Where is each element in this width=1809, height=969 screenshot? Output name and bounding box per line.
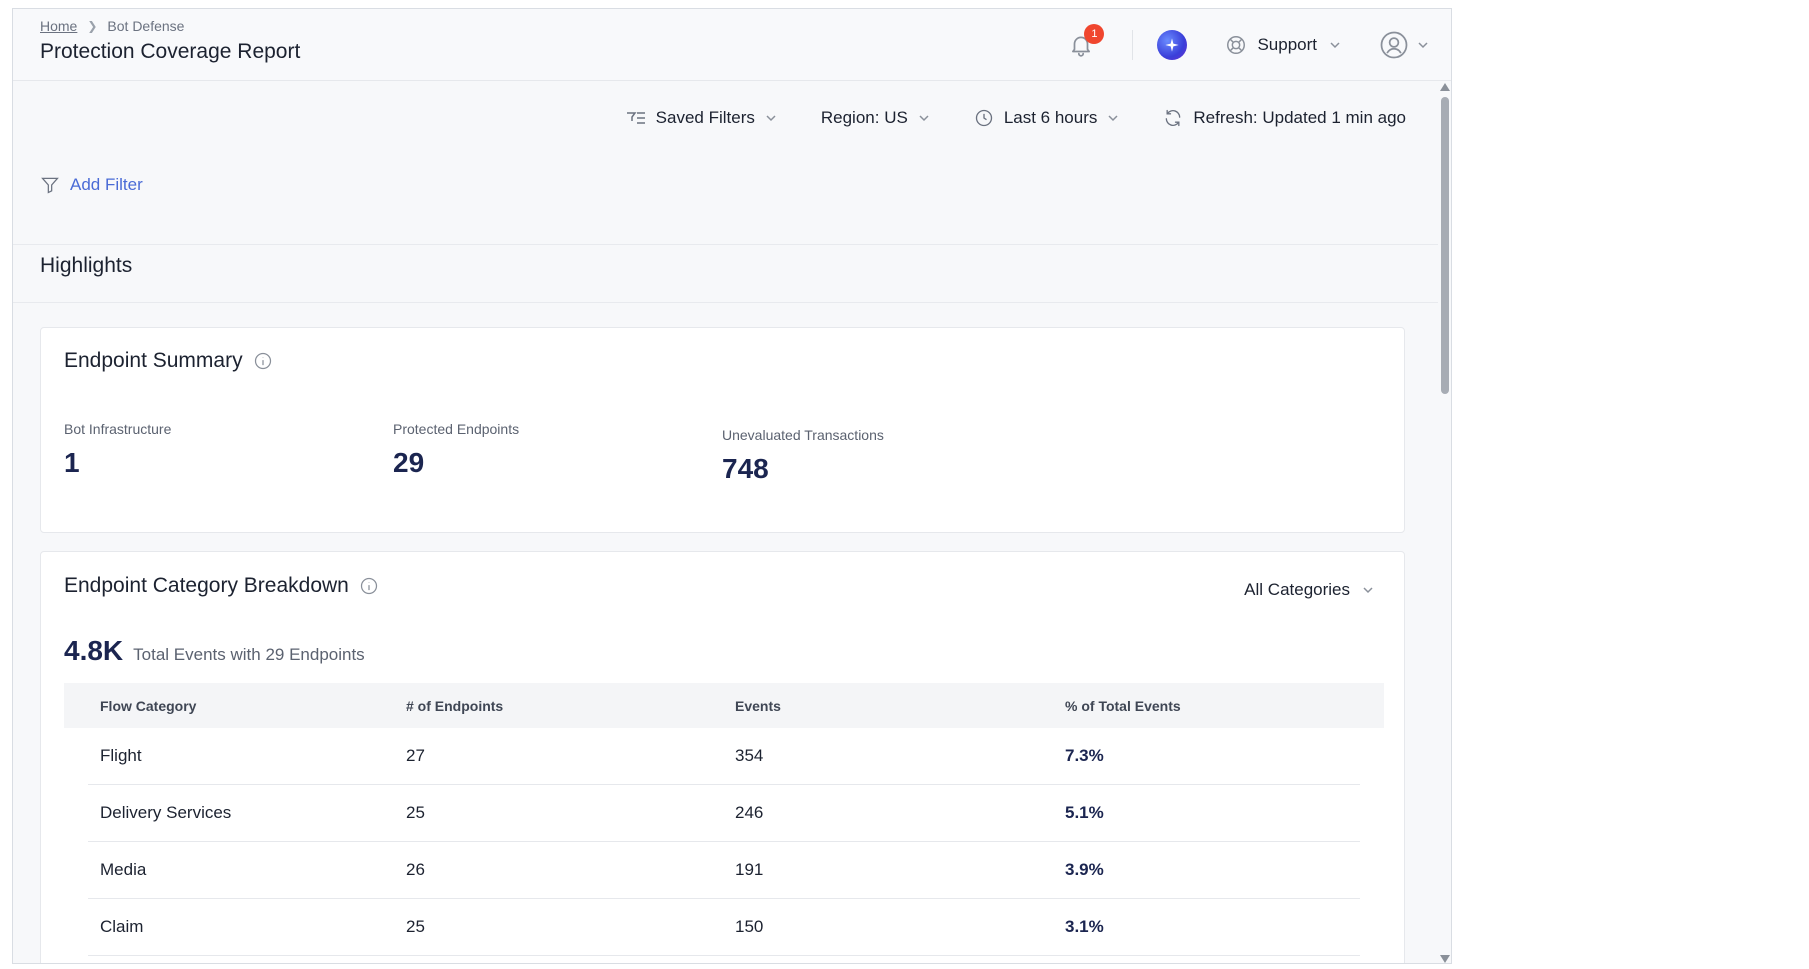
saved-filters-dropdown[interactable]: Saved Filters — [626, 108, 777, 128]
sparkle-icon — [1165, 38, 1180, 52]
category-breakdown-title-text: Endpoint Category Breakdown — [64, 574, 349, 597]
region-label: Region: US — [820, 108, 908, 127]
filter-icon — [41, 177, 59, 194]
section-divider — [13, 244, 1440, 245]
user-menu[interactable] — [1379, 30, 1429, 60]
column-header-flow-category[interactable]: Flow Category — [100, 697, 197, 714]
main-content: Saved Filters Region: US Last 6 hours Re… — [13, 81, 1440, 963]
cell-percent: 3.9% — [1065, 860, 1104, 879]
scroll-down-arrow-icon[interactable] — [1440, 955, 1450, 963]
header-divider — [1132, 30, 1134, 60]
category-breakdown-title: Endpoint Category Breakdown — [64, 574, 379, 598]
cell-percent: 7.3% — [1065, 746, 1104, 765]
time-range-label: Last 6 hours — [1003, 108, 1098, 127]
refresh-icon — [1166, 109, 1181, 127]
cell-flow-category: Media — [100, 860, 147, 879]
table-row[interactable]: Claim 25 150 3.1% — [88, 899, 1360, 956]
support-label: Support — [1257, 35, 1317, 54]
metric-label: Unevaluated Transactions — [722, 427, 884, 443]
page-title: Protection Coverage Report — [40, 40, 301, 63]
notifications-button[interactable]: 1 — [1066, 24, 1105, 60]
cell-endpoints: 25 — [406, 803, 425, 822]
filters-toolbar: Saved Filters Region: US Last 6 hours Re… — [582, 108, 1406, 128]
metric-protected-endpoints: Protected Endpoints 29 — [393, 421, 519, 479]
cell-flow-category: Flight — [100, 746, 142, 765]
column-header-percent[interactable]: % of Total Events — [1065, 697, 1181, 714]
metric-bot-infrastructure: Bot Infrastructure 1 — [64, 421, 171, 479]
chevron-down-icon — [1108, 115, 1118, 122]
clock-icon — [975, 109, 992, 127]
endpoint-summary-title-text: Endpoint Summary — [64, 349, 243, 372]
total-events-caption: Total Events with 29 Endpoints — [133, 645, 365, 664]
column-header-events[interactable]: Events — [735, 697, 781, 714]
breadcrumb-separator-icon: ❯ — [87, 19, 98, 33]
column-header-endpoints[interactable]: # of Endpoints — [406, 697, 504, 714]
table-row[interactable]: Delivery Services 25 246 5.1% — [88, 785, 1360, 842]
chevron-down-icon — [1418, 42, 1428, 49]
cell-flow-category: Delivery Services — [100, 803, 232, 822]
section-divider — [13, 302, 1440, 303]
cell-events: 150 — [735, 917, 764, 936]
breadcrumb-home-link[interactable]: Home — [40, 18, 78, 34]
assistant-button[interactable] — [1157, 30, 1188, 60]
highlights-title: Highlights — [40, 254, 133, 277]
add-filter-label: Add Filter — [70, 175, 143, 194]
table-row[interactable]: Media 26 191 3.9% — [88, 842, 1360, 899]
endpoint-summary-card: Endpoint Summary Bot Infrastructure 1 Pr… — [40, 327, 1405, 533]
top-header: Home ❯ Bot Defense Protection Coverage R… — [13, 9, 1451, 81]
cell-flow-category: Claim — [100, 917, 144, 936]
cell-endpoints: 26 — [406, 860, 425, 879]
chevron-down-icon — [1330, 42, 1340, 49]
cell-endpoints: 27 — [406, 746, 425, 765]
category-breakdown-card: Endpoint Category Breakdown All Categori… — [40, 551, 1405, 963]
lifebuoy-icon — [1227, 36, 1246, 54]
cell-percent: 5.1% — [1065, 803, 1104, 822]
refresh-label: Refresh: Updated 1 min ago — [1193, 108, 1406, 127]
metric-value: 29 — [393, 447, 425, 478]
chevron-down-icon — [766, 115, 776, 122]
cell-events: 354 — [735, 746, 764, 765]
chevron-down-icon — [1363, 587, 1373, 594]
metric-value: 748 — [722, 453, 769, 484]
refresh-button[interactable]: Refresh: Updated 1 min ago — [1163, 108, 1406, 128]
notification-badge: 1 — [1084, 24, 1105, 44]
support-menu[interactable]: Support — [1225, 34, 1341, 56]
saved-filters-label: Saved Filters — [655, 108, 755, 127]
info-icon[interactable] — [359, 576, 379, 596]
cell-events: 246 — [735, 803, 764, 822]
metric-unevaluated-transactions: Unevaluated Transactions 748 — [722, 427, 884, 485]
metric-value: 1 — [64, 447, 80, 478]
bell-icon — [1072, 36, 1091, 57]
vertical-scrollbar[interactable] — [1438, 81, 1451, 963]
app-window: Home ❯ Bot Defense Protection Coverage R… — [12, 8, 1452, 964]
table-header: Flow Category # of Endpoints Events % of… — [64, 683, 1384, 728]
cell-endpoints: 25 — [406, 917, 425, 936]
category-select-dropdown[interactable]: All Categories — [1244, 580, 1374, 600]
breadcrumb-current: Bot Defense — [107, 18, 185, 34]
add-filter-button[interactable]: Add Filter — [40, 175, 143, 195]
breadcrumb: Home ❯ Bot Defense — [40, 18, 184, 34]
cell-events: 191 — [735, 860, 764, 879]
metric-label: Protected Endpoints — [393, 421, 520, 437]
filter-list-icon — [626, 112, 645, 124]
region-dropdown[interactable]: Region: US — [821, 108, 930, 128]
category-table: Flow Category # of Endpoints Events % of… — [64, 683, 1384, 956]
chevron-down-icon — [919, 115, 929, 122]
scroll-up-arrow-icon[interactable] — [1440, 83, 1450, 91]
info-icon[interactable] — [253, 351, 273, 371]
header-actions: 1 Support — [1066, 9, 1451, 81]
table-row[interactable]: Flight 27 354 7.3% — [88, 728, 1360, 785]
total-events-value: 4.8K — [64, 635, 124, 666]
endpoint-summary-title: Endpoint Summary — [64, 349, 273, 373]
cell-percent: 3.1% — [1065, 917, 1104, 936]
metric-label: Bot Infrastructure — [64, 421, 172, 437]
total-events-summary: 4.8K Total Events with 29 Endpoints — [64, 635, 365, 667]
category-select-label: All Categories — [1244, 580, 1350, 599]
time-range-dropdown[interactable]: Last 6 hours — [974, 108, 1120, 128]
scrollbar-thumb[interactable] — [1441, 97, 1449, 394]
user-avatar-icon — [1380, 31, 1408, 59]
